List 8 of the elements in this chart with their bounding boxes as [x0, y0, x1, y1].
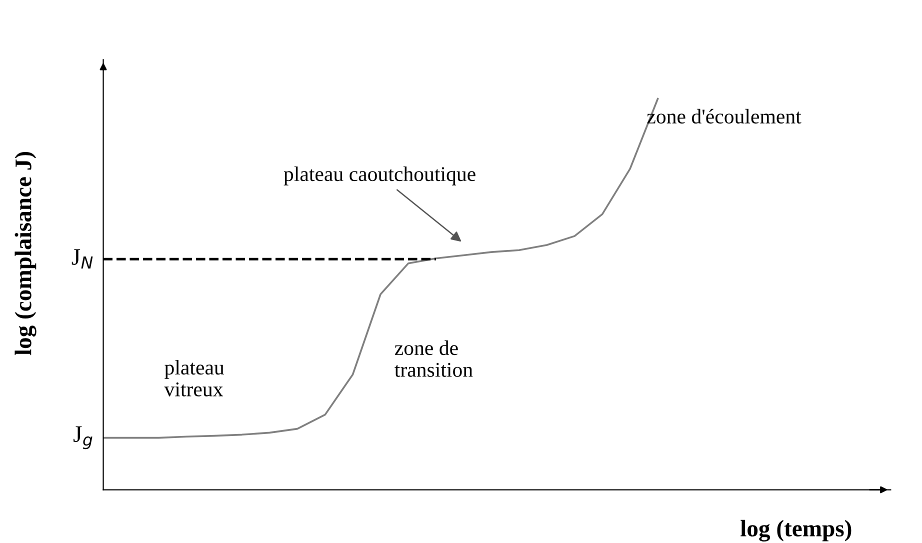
annotation: zone de transition	[394, 340, 473, 377]
x-axis-title: log (temps)	[740, 520, 852, 542]
y-axis-title: log (complaisance J)	[14, 152, 36, 356]
annotation: zone d'écoulement	[647, 108, 802, 124]
annotation: plateau caoutchoutique	[284, 166, 476, 186]
annotation: plateau vitreux	[164, 360, 224, 396]
ref-line-label: J$_{N}$	[72, 249, 93, 269]
annotation: J$_{g}$	[74, 426, 92, 450]
